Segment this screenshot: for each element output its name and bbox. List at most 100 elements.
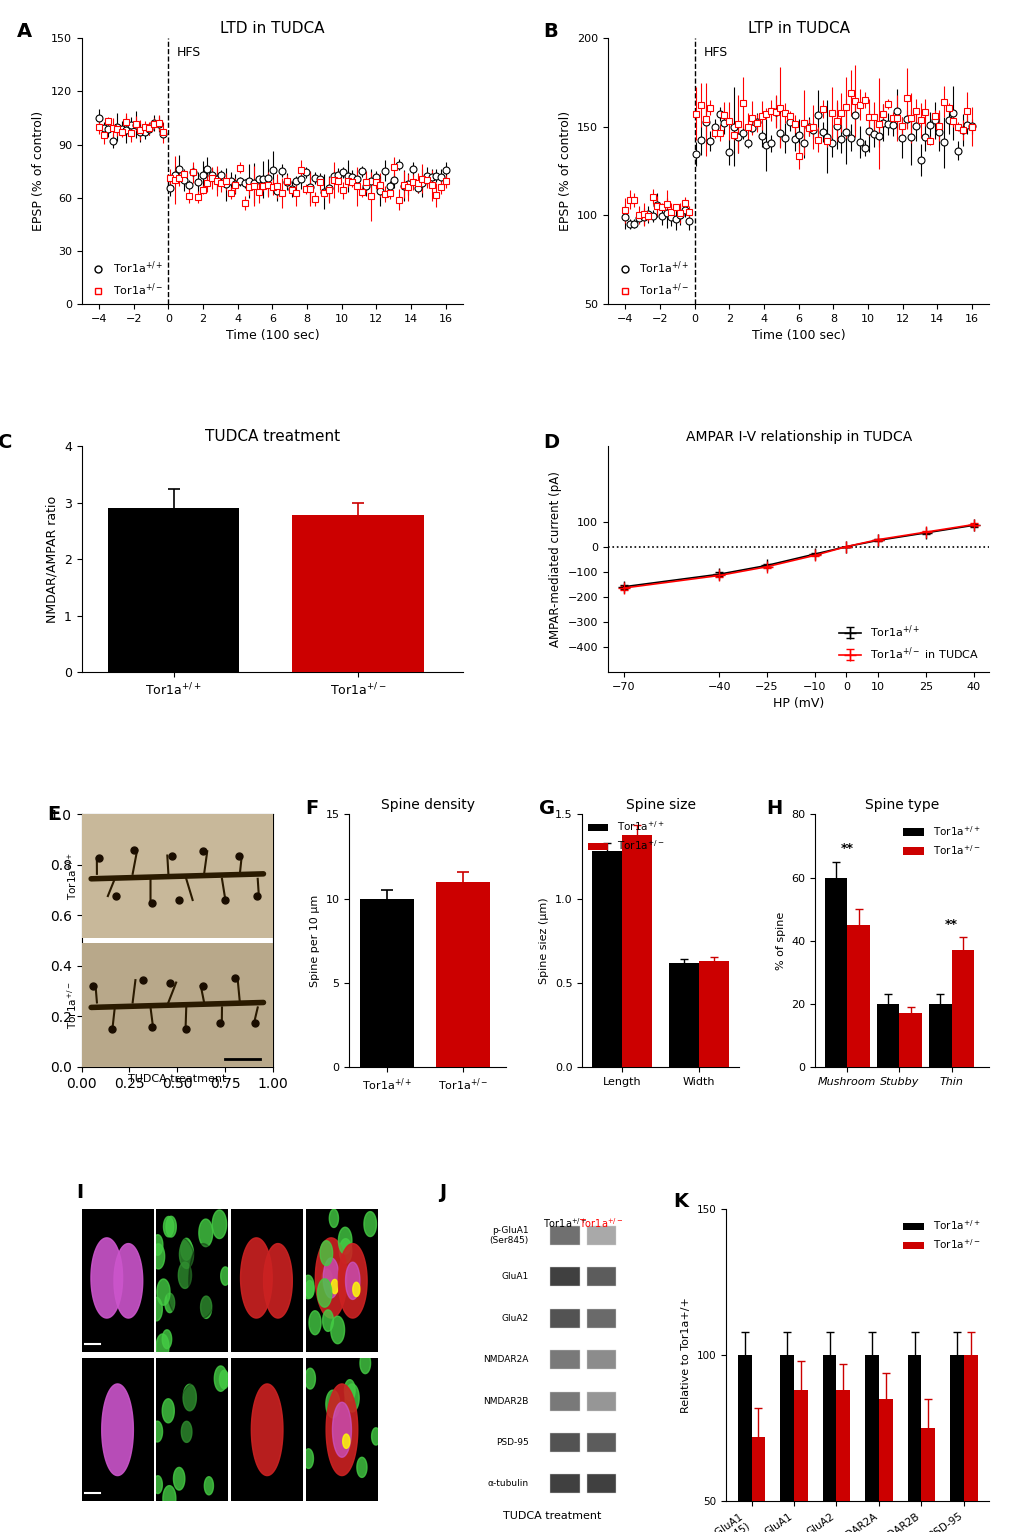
Bar (963, 1356, 976, 1532)
Polygon shape (305, 1368, 315, 1390)
Text: **: ** (945, 918, 957, 931)
Title: AMPAR I-V relationship in TUDCA: AMPAR I-V relationship in TUDCA (685, 430, 911, 444)
Polygon shape (157, 1279, 170, 1305)
Title: LTD in TUDCA: LTD in TUDCA (220, 21, 324, 35)
Polygon shape (153, 1235, 163, 1255)
Title: LTP in TUDCA: LTP in TUDCA (747, 21, 849, 35)
Polygon shape (317, 1279, 331, 1307)
Text: D: D (542, 432, 558, 452)
Text: GluA2: GluA2 (501, 1314, 529, 1322)
Title: Spine type: Spine type (864, 798, 938, 812)
Bar (550, 1350, 580, 1370)
Bar (586, 1391, 615, 1411)
Legend: Tor1a$^{+/+}$, Tor1a$^{+/-}$: Tor1a$^{+/+}$, Tor1a$^{+/-}$ (899, 1215, 983, 1256)
Text: Tor1a$^{+/+}$: Tor1a$^{+/+}$ (542, 1216, 587, 1230)
Y-axis label: Spine siez (μm): Spine siez (μm) (539, 898, 549, 984)
Bar (586, 1267, 615, 1287)
Text: E: E (47, 804, 60, 824)
Polygon shape (345, 1262, 360, 1299)
Polygon shape (182, 1385, 197, 1411)
Polygon shape (320, 1241, 332, 1265)
Polygon shape (220, 1267, 229, 1285)
Y-axis label: NMDAR/AMPAR ratio: NMDAR/AMPAR ratio (45, 496, 58, 622)
Polygon shape (263, 1244, 292, 1318)
Text: A: A (16, 23, 32, 41)
Polygon shape (305, 1281, 314, 1298)
Bar (822, 1356, 836, 1532)
Bar (878, 1399, 892, 1532)
Polygon shape (344, 1383, 359, 1413)
Polygon shape (338, 1244, 367, 1318)
Bar (550, 1474, 580, 1494)
Polygon shape (178, 1262, 192, 1288)
Polygon shape (360, 1353, 370, 1374)
Bar (847, 925, 869, 1066)
Bar (899, 1013, 921, 1066)
Y-axis label: EPSP (% of control): EPSP (% of control) (33, 110, 45, 231)
Bar (793, 1391, 807, 1532)
Bar (360, 899, 414, 1066)
Polygon shape (364, 1212, 376, 1236)
Polygon shape (102, 1383, 133, 1475)
Polygon shape (163, 1486, 175, 1512)
Polygon shape (330, 1316, 344, 1344)
Polygon shape (251, 1383, 282, 1475)
Y-axis label: Relative to Tor1a+/+: Relative to Tor1a+/+ (681, 1298, 690, 1413)
Bar (550, 1226, 580, 1246)
Polygon shape (153, 1475, 162, 1494)
Polygon shape (204, 1477, 213, 1495)
Polygon shape (326, 1383, 358, 1475)
Bar (550, 1267, 580, 1287)
Text: C: C (0, 432, 12, 452)
Bar (291, 515, 423, 673)
Bar (737, 1356, 751, 1532)
Polygon shape (201, 1296, 212, 1319)
Polygon shape (152, 1422, 162, 1442)
Polygon shape (338, 1227, 352, 1255)
Polygon shape (212, 1210, 226, 1238)
Bar (698, 961, 729, 1066)
Title: ENK: ENK (182, 1198, 202, 1209)
Polygon shape (179, 1239, 194, 1268)
Polygon shape (371, 1428, 380, 1445)
Polygon shape (151, 1298, 162, 1321)
Text: PSD-95: PSD-95 (495, 1439, 529, 1446)
Polygon shape (165, 1293, 174, 1313)
Polygon shape (181, 1422, 192, 1443)
Text: p-GluA1
(Ser845): p-GluA1 (Ser845) (489, 1226, 529, 1246)
Text: α-tubulin: α-tubulin (487, 1480, 529, 1488)
Bar (876, 1003, 899, 1066)
Title: Spine density: Spine density (380, 798, 474, 812)
Title: biocytin: biocytin (98, 1198, 137, 1209)
Polygon shape (156, 1334, 169, 1360)
Bar (668, 962, 698, 1066)
Polygon shape (91, 1238, 122, 1318)
X-axis label: Time (100 sec): Time (100 sec) (751, 329, 845, 342)
Y-axis label: EPSP (% of control): EPSP (% of control) (558, 110, 571, 231)
Title: Spine size: Spine size (625, 798, 695, 812)
Bar (586, 1226, 615, 1246)
Polygon shape (199, 1219, 213, 1247)
Bar (824, 878, 847, 1066)
Text: GluA1: GluA1 (501, 1273, 529, 1281)
Bar (550, 1432, 580, 1452)
Bar (928, 1003, 951, 1066)
Text: K: K (673, 1192, 688, 1210)
Y-axis label: % of spine: % of spine (775, 912, 786, 970)
Bar (586, 1474, 615, 1494)
Text: HFS: HFS (703, 46, 727, 60)
Title: DARPP-32: DARPP-32 (243, 1198, 291, 1209)
Polygon shape (240, 1238, 272, 1318)
Text: Tor1a$^{+/-}$: Tor1a$^{+/-}$ (579, 1216, 623, 1230)
Polygon shape (114, 1244, 143, 1318)
Polygon shape (339, 1239, 352, 1264)
Text: G: G (538, 800, 554, 818)
Polygon shape (163, 1216, 173, 1236)
Polygon shape (165, 1238, 198, 1318)
Polygon shape (353, 1282, 360, 1296)
Polygon shape (344, 1380, 355, 1400)
Bar (550, 1391, 580, 1411)
X-axis label: HP (mV): HP (mV) (772, 697, 823, 711)
Title: TUDCA treatment: TUDCA treatment (205, 429, 339, 444)
Text: F: F (306, 800, 319, 818)
